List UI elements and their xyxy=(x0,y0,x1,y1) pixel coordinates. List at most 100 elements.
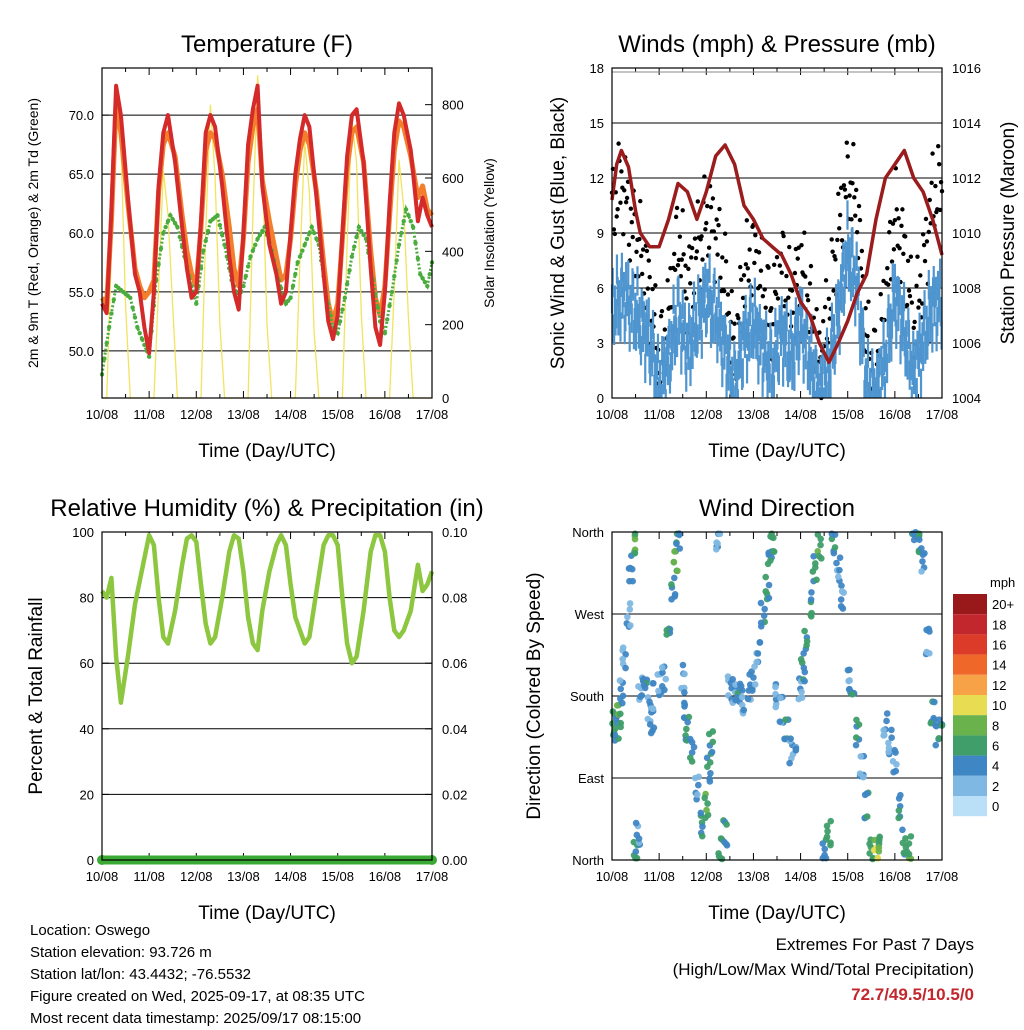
gust-point xyxy=(930,151,935,156)
direction-point xyxy=(838,582,845,590)
y-tick-label: 60 xyxy=(80,656,94,671)
gust-point xyxy=(926,229,931,235)
gust-point xyxy=(836,191,841,197)
gust-point xyxy=(786,295,791,300)
direction-point xyxy=(676,545,684,552)
gust-point xyxy=(629,219,634,225)
gust-point xyxy=(703,227,708,232)
y-tick-label: 65.0 xyxy=(69,167,94,182)
gust-point xyxy=(722,288,727,294)
direction-point xyxy=(684,718,691,726)
td2m-point xyxy=(109,311,114,316)
direction-point xyxy=(622,664,629,672)
gust-point xyxy=(713,236,718,241)
gust-point xyxy=(887,230,892,235)
gust-point xyxy=(695,199,700,204)
x-tick-label: 12/08 xyxy=(690,869,723,884)
x-tick-label: 11/08 xyxy=(133,869,165,884)
gust-point xyxy=(720,255,725,260)
direction-point xyxy=(885,748,892,756)
station-location: Location: Oswego xyxy=(30,922,151,939)
direction-point xyxy=(706,759,714,766)
gust-point xyxy=(830,249,835,254)
series-pressure-line xyxy=(610,143,944,365)
gust-point xyxy=(686,266,691,272)
gust-point xyxy=(817,330,822,335)
td2m-point xyxy=(175,224,180,230)
gust-point xyxy=(639,271,645,277)
gust-point xyxy=(918,273,923,278)
gust-point xyxy=(741,273,747,278)
direction-point xyxy=(808,609,815,617)
direction-point xyxy=(817,535,825,543)
legend-swatch xyxy=(953,634,987,655)
gust-point xyxy=(646,258,651,263)
td2m-point xyxy=(146,354,152,359)
x-tick-label: 10/08 xyxy=(596,407,629,422)
direction-point xyxy=(923,648,930,656)
gust-point xyxy=(639,253,644,259)
gust-point xyxy=(784,273,789,279)
gust-point xyxy=(659,308,665,314)
gust-point xyxy=(892,218,898,223)
gust-point xyxy=(838,185,844,191)
gust-point xyxy=(722,231,728,236)
gust-point xyxy=(831,288,836,293)
gust-point xyxy=(899,223,904,229)
gust-point xyxy=(616,141,621,146)
gust-point xyxy=(630,234,635,240)
gust-point xyxy=(850,181,855,186)
direction-point xyxy=(885,739,892,747)
direction-point xyxy=(765,594,773,602)
gust-point xyxy=(645,286,651,291)
x-tick-label: 17/08 xyxy=(926,407,959,422)
gust-point xyxy=(769,306,774,311)
gust-point xyxy=(866,299,871,304)
gust-point xyxy=(839,238,845,243)
direction-point xyxy=(650,680,657,687)
gust-point xyxy=(903,234,908,239)
td2m-point xyxy=(203,238,208,244)
direction-point xyxy=(861,791,869,799)
td2m-point xyxy=(217,222,223,228)
gust-point xyxy=(673,214,679,220)
gust-point xyxy=(692,236,698,241)
gust-point xyxy=(718,275,723,280)
x-tick-label: 15/08 xyxy=(831,407,864,422)
gust-point xyxy=(766,265,771,270)
x-tick-label: 12/08 xyxy=(690,407,723,422)
y-right-tick-label: 800 xyxy=(442,98,464,113)
gust-point xyxy=(896,216,901,221)
x-tick-label: 16/08 xyxy=(369,869,402,884)
direction-point xyxy=(918,568,925,575)
gust-point xyxy=(912,319,917,325)
direction-point xyxy=(691,774,699,782)
direction-point xyxy=(875,848,883,855)
gust-point xyxy=(658,313,664,319)
td2m-point xyxy=(418,272,423,277)
x-axis-label: Time (Day/UTC) xyxy=(708,903,846,924)
gust-point xyxy=(803,274,808,279)
gust-point xyxy=(915,254,920,259)
direction-point xyxy=(631,549,639,557)
direction-point xyxy=(712,545,720,553)
gust-point xyxy=(847,193,852,198)
gust-point xyxy=(688,281,693,286)
gust-point xyxy=(937,207,943,213)
direction-point xyxy=(637,693,644,700)
direction-point xyxy=(661,686,668,694)
td2m-point xyxy=(392,274,397,279)
x-tick-label: 17/08 xyxy=(416,869,449,884)
direction-point xyxy=(823,833,831,841)
x-axis-label: Time (Day/UTC) xyxy=(708,441,846,462)
td2m-point xyxy=(111,297,116,302)
td2m-point xyxy=(128,295,133,301)
direction-point xyxy=(827,817,835,825)
gust-point xyxy=(647,274,652,280)
gust-point xyxy=(851,141,856,147)
station-info: Location: Oswego Station elevation: 93.7… xyxy=(30,920,365,1030)
direction-point xyxy=(681,670,688,678)
gust-point xyxy=(777,263,783,268)
gust-point xyxy=(859,248,865,254)
direction-point xyxy=(668,581,675,588)
